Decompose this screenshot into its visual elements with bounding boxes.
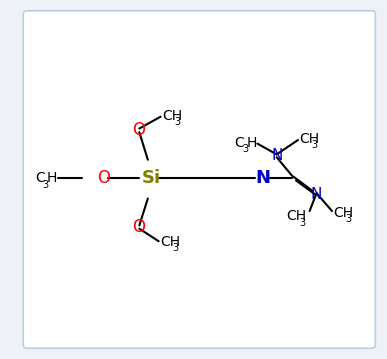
Text: 3: 3 (346, 214, 352, 224)
Text: 3: 3 (312, 140, 318, 150)
Text: CH: CH (286, 210, 307, 223)
Text: CH: CH (162, 109, 182, 122)
Text: C: C (235, 136, 244, 150)
Text: N: N (271, 148, 283, 163)
Text: C: C (35, 172, 45, 185)
Text: 3: 3 (175, 117, 181, 127)
FancyBboxPatch shape (23, 11, 375, 348)
Text: H: H (47, 172, 57, 185)
Text: O: O (97, 169, 110, 187)
Text: 3: 3 (173, 243, 179, 253)
Text: N: N (255, 169, 270, 187)
Text: 3: 3 (43, 180, 49, 190)
Text: CH: CH (333, 206, 353, 219)
Text: 3: 3 (299, 218, 305, 228)
Text: N: N (311, 187, 322, 202)
Text: CH: CH (299, 132, 319, 146)
Text: CH: CH (160, 235, 180, 249)
Text: O: O (132, 218, 145, 236)
Text: 3: 3 (242, 144, 248, 154)
Text: H: H (246, 136, 257, 150)
Text: O: O (132, 121, 145, 139)
Text: Si: Si (142, 169, 161, 187)
